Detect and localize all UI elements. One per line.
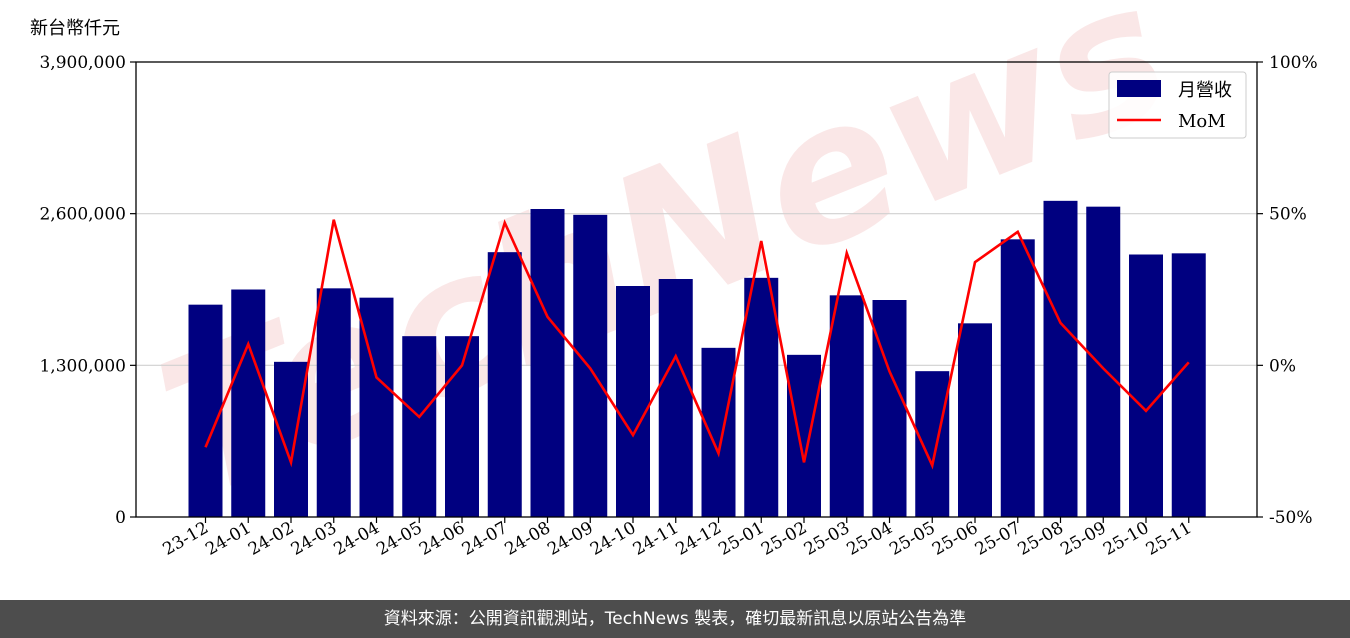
x-tick-label: 24-03	[288, 518, 340, 560]
x-tick-label: 25-07	[972, 518, 1024, 560]
x-tick-label: 24-08	[502, 518, 554, 560]
x-tick-label: 23-12	[160, 518, 212, 560]
legend-label-revenue: 月營收	[1178, 80, 1232, 101]
bar-24-05	[402, 336, 437, 517]
bar-24-11	[658, 279, 693, 517]
y-axis-unit-label: 新台幣仟元	[30, 18, 120, 39]
x-tick-label: 24-12	[673, 518, 725, 560]
bar-25-06	[958, 323, 992, 517]
x-tick-label: 24-10	[587, 518, 639, 560]
revenue-chart: TechNews 01,300,0002,600,0003,900,000-50…	[39, 0, 1318, 560]
bar-25-02	[787, 354, 821, 517]
left-tick-label: 3,900,000	[39, 53, 126, 73]
source-footer: 資料來源：公開資訊觀測站，TechNews 製表，確切最新訊息以原站公告為準	[0, 600, 1350, 638]
right-tick-label: 0%	[1269, 356, 1296, 376]
x-tick-label: 25-02	[758, 518, 810, 560]
bar-25-07	[1000, 239, 1035, 518]
bar-25-09	[1086, 206, 1121, 517]
bar-24-10	[616, 286, 650, 517]
x-tick-label: 24-04	[331, 518, 383, 560]
x-tick-label: 25-11	[1143, 518, 1195, 560]
bar-25-10	[1129, 254, 1163, 517]
chart-container: 新台幣仟元 TechNews 0 1,300,000 2,600,000 3,900,…	[30, 0, 1318, 560]
left-tick-label: 0	[115, 508, 126, 528]
x-tick-label: 25-03	[801, 518, 853, 560]
bar-25-11	[1171, 253, 1206, 518]
bar-24-08	[530, 209, 565, 517]
right-tick-label: -50%	[1269, 508, 1313, 528]
bar-25-03	[829, 295, 864, 517]
right-tick-label: 50%	[1269, 205, 1307, 225]
x-tick-label: 25-04	[844, 518, 896, 560]
left-tick-label: 2,600,000	[39, 205, 126, 225]
plot-frame	[135, 61, 1258, 518]
legend-label-mom: MoM	[1178, 111, 1226, 132]
left-tick-label: 1,300,000	[39, 356, 126, 376]
bar-23-12	[188, 304, 223, 517]
axes	[135, 61, 1258, 518]
legend-swatch-bar	[1117, 80, 1161, 97]
bar-25-05	[915, 371, 950, 517]
bar-25-08	[1043, 200, 1078, 518]
x-tick-label: 25-06	[929, 518, 981, 560]
right-tick-label: 100%	[1269, 53, 1318, 73]
x-tick-label: 24-07	[459, 518, 511, 560]
bar-24-02	[274, 361, 308, 517]
bar-25-01	[744, 277, 779, 517]
x-tick-label: 24-05	[373, 518, 425, 560]
x-tick-label: 25-01	[715, 518, 767, 560]
x-tick-label: 25-05	[886, 518, 938, 560]
x-tick-label: 25-08	[1015, 518, 1067, 560]
mom-line	[204, 219, 1190, 470]
x-tick-label: 24-11	[630, 518, 682, 560]
x-tick-label: 25-09	[1057, 518, 1109, 560]
legend: 月營收 MoM	[1108, 71, 1247, 139]
bar-24-01	[231, 289, 266, 517]
mom-line-series	[204, 219, 1190, 470]
bar-24-03	[316, 288, 351, 517]
bar-24-07	[487, 252, 522, 517]
bar-25-04	[872, 300, 907, 517]
x-tick-label: 24-06	[416, 518, 468, 560]
bar-24-09	[573, 214, 608, 518]
bar-24-12	[701, 347, 736, 517]
x-tick-label: 24-09	[544, 518, 596, 560]
bar-series	[188, 200, 1206, 518]
x-tick-label: 25-10	[1100, 518, 1152, 560]
